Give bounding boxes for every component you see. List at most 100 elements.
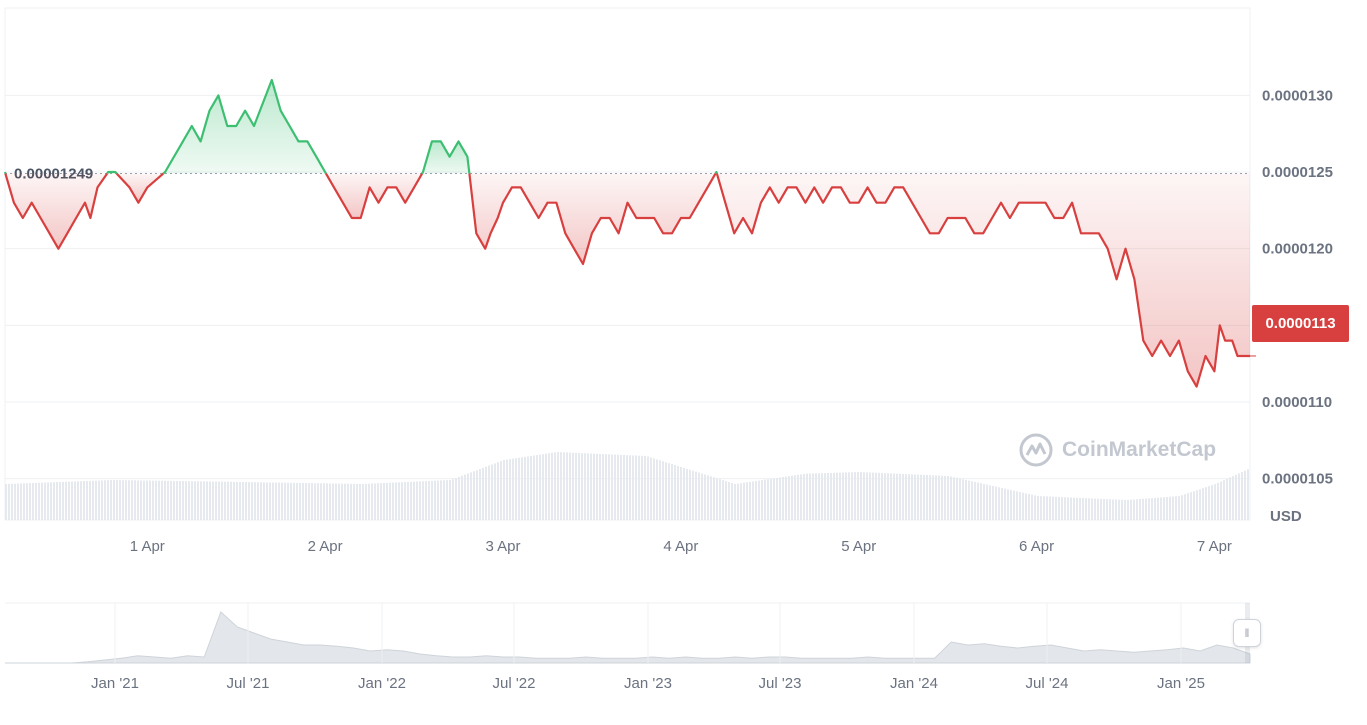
volume-bar [176,481,178,520]
x-tick-label: 5 Apr [841,538,876,555]
volume-bar [1109,499,1111,520]
volume-bar [1001,488,1003,520]
volume-bar [182,481,184,520]
volume-bar [1145,499,1147,520]
volume-bar [488,466,490,520]
volume-bar [935,475,937,520]
volume-bar [455,478,457,520]
volume-bar [1118,500,1120,520]
volume-bar [1217,483,1219,520]
volume-bar [269,482,271,520]
volume-bar [446,480,448,520]
watermark-text: CoinMarketCap [1062,438,1216,462]
volume-bar [647,457,649,520]
volume-bar [335,484,337,520]
volume-bar [122,480,124,520]
volume-bar [266,482,268,520]
volume-bar [1028,494,1030,520]
volume-bar [938,476,940,520]
volume-bar [878,473,880,520]
price-area-up [163,80,326,174]
volume-bar [20,483,22,520]
volume-bar [218,482,220,520]
volume-bar [746,482,748,520]
volume-bar [8,484,10,520]
volume-bar [1163,497,1165,520]
volume-bar [116,480,118,520]
volume-bar [44,483,46,520]
volume-bar [704,474,706,520]
navigator-series [5,612,1250,663]
volume-bar [1013,491,1015,520]
volume-bar [926,475,928,520]
volume-bar [566,452,568,520]
volume-bar [107,480,109,520]
volume-bar [386,483,388,520]
volume-bar [245,482,247,520]
volume-bar [1016,491,1018,520]
volume-bar [1007,489,1009,520]
volume-bar [872,473,874,520]
volume-bar [1154,498,1156,520]
volume-bar [887,473,889,520]
volume-bar [1085,498,1087,520]
volume-bar [83,481,85,520]
volume-bar [317,483,319,520]
volume-bar [1034,495,1036,520]
volume-bar [497,462,499,520]
volume-bar [152,481,154,520]
volume-bar [587,453,589,520]
volume-bar [1130,500,1132,520]
y-tick-label: 0.0000120 [1262,241,1333,258]
volume-bar [350,484,352,520]
volume-bar [1133,499,1135,520]
volume-bar [767,479,769,520]
navigator-tick-label: Jan '25 [1157,675,1205,692]
volume-bar [1091,498,1093,520]
volume-bar [743,483,745,520]
volume-bar [359,484,361,520]
volume-bar [356,484,358,520]
navigator-tick-label: Jul '22 [493,675,536,692]
volume-bar [689,470,691,520]
volume-bar [719,479,721,520]
volume-bar [965,480,967,520]
volume-bar [713,477,715,520]
volume-bar [593,454,595,520]
volume-bar [569,453,571,520]
volume-bar [503,460,505,520]
volume-bar [170,481,172,520]
volume-bar [1226,479,1228,520]
volume-bar [404,482,406,520]
volume-bar [947,476,949,520]
volume-bar [959,479,961,520]
volume-bar [1004,489,1006,520]
volume-bar [923,475,925,520]
volume-bar [272,483,274,520]
volume-bar [1082,498,1084,520]
volume-bar [521,457,523,520]
volume-bar [776,478,778,520]
volume-bar [293,483,295,520]
volume-bar [602,454,604,520]
volume-bar [911,474,913,520]
volume-bar [1148,498,1150,520]
volume-bar [5,484,7,520]
volume-bar [323,483,325,520]
volume-bar [500,461,502,520]
volume-bar [818,473,820,520]
volume-bar [17,484,19,520]
volume-bar [890,473,892,520]
volume-bar [56,482,58,520]
volume-bar [554,452,556,520]
volume-bar [1052,497,1054,520]
volume-bar [1151,498,1153,520]
navigator-drag-handle-icon[interactable]: ‖ [1233,619,1261,647]
volume-bar [1076,498,1078,520]
volume-bar [254,482,256,520]
volume-bar [779,477,781,520]
volume-bar [467,473,469,520]
volume-bar [1064,497,1066,520]
volume-bar [65,482,67,520]
volume-bar [215,482,217,520]
